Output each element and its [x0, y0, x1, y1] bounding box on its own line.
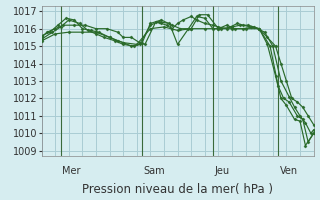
Text: Sam: Sam: [144, 166, 165, 177]
Text: Mer: Mer: [62, 166, 81, 177]
Text: Ven: Ven: [280, 166, 298, 177]
Text: Pression niveau de la mer( hPa ): Pression niveau de la mer( hPa ): [82, 183, 273, 196]
Text: Jeu: Jeu: [214, 166, 229, 177]
